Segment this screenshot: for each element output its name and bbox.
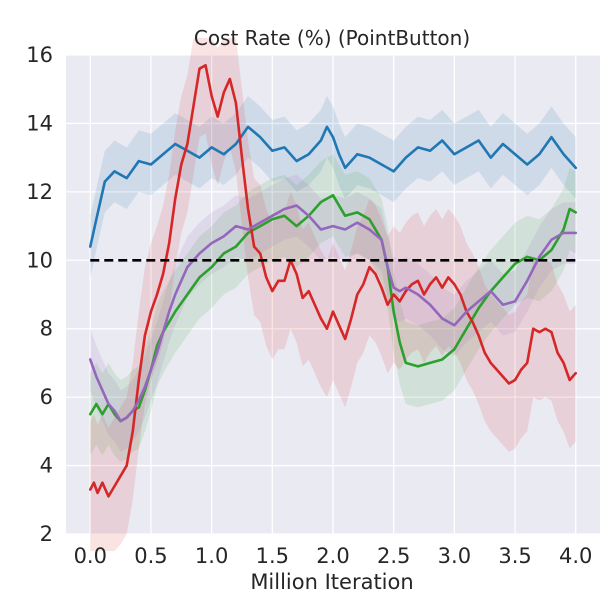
- x-tick-label: 3.0: [438, 544, 471, 568]
- y-tick-label: 6: [40, 385, 53, 409]
- series-3-line: [88, 63, 578, 498]
- x-tick-label: 2.0: [316, 544, 349, 568]
- y-tick-label: 10: [26, 248, 53, 272]
- series-2-band: [90, 154, 576, 463]
- series-1-band: [90, 96, 576, 278]
- series-lines: [88, 63, 578, 498]
- series-1-line: [88, 125, 578, 248]
- y-tick-labels: 2 4 6 8 10 12 14 16: [26, 43, 53, 546]
- series-3-band: [90, 37, 576, 552]
- x-tick-label: 0.0: [74, 544, 107, 568]
- x-tick-label: 3.5: [498, 544, 531, 568]
- chart-title: Cost Rate (%) (PointButton): [194, 26, 470, 50]
- x-tick-label: 0.5: [134, 544, 167, 568]
- y-tick-label: 2: [40, 522, 53, 546]
- y-tick-label: 8: [40, 317, 53, 341]
- x-tick-label: 1.0: [195, 544, 228, 568]
- y-tick-label: 4: [40, 454, 53, 478]
- x-tick-labels: 0.0 0.5 1.0 1.5 2.0 2.5 3.0 3.5 4.0: [74, 544, 593, 568]
- x-tick-label: 2.5: [377, 544, 410, 568]
- x-tick-label: 1.5: [256, 544, 289, 568]
- series-4-line: [88, 204, 578, 423]
- y-tick-label: 16: [26, 43, 53, 67]
- x-tick-label: 4.0: [559, 544, 592, 568]
- y-tick-label: 12: [26, 180, 53, 204]
- x-axis-title: Million Iteration: [250, 570, 413, 594]
- y-tick-label: 14: [26, 111, 53, 135]
